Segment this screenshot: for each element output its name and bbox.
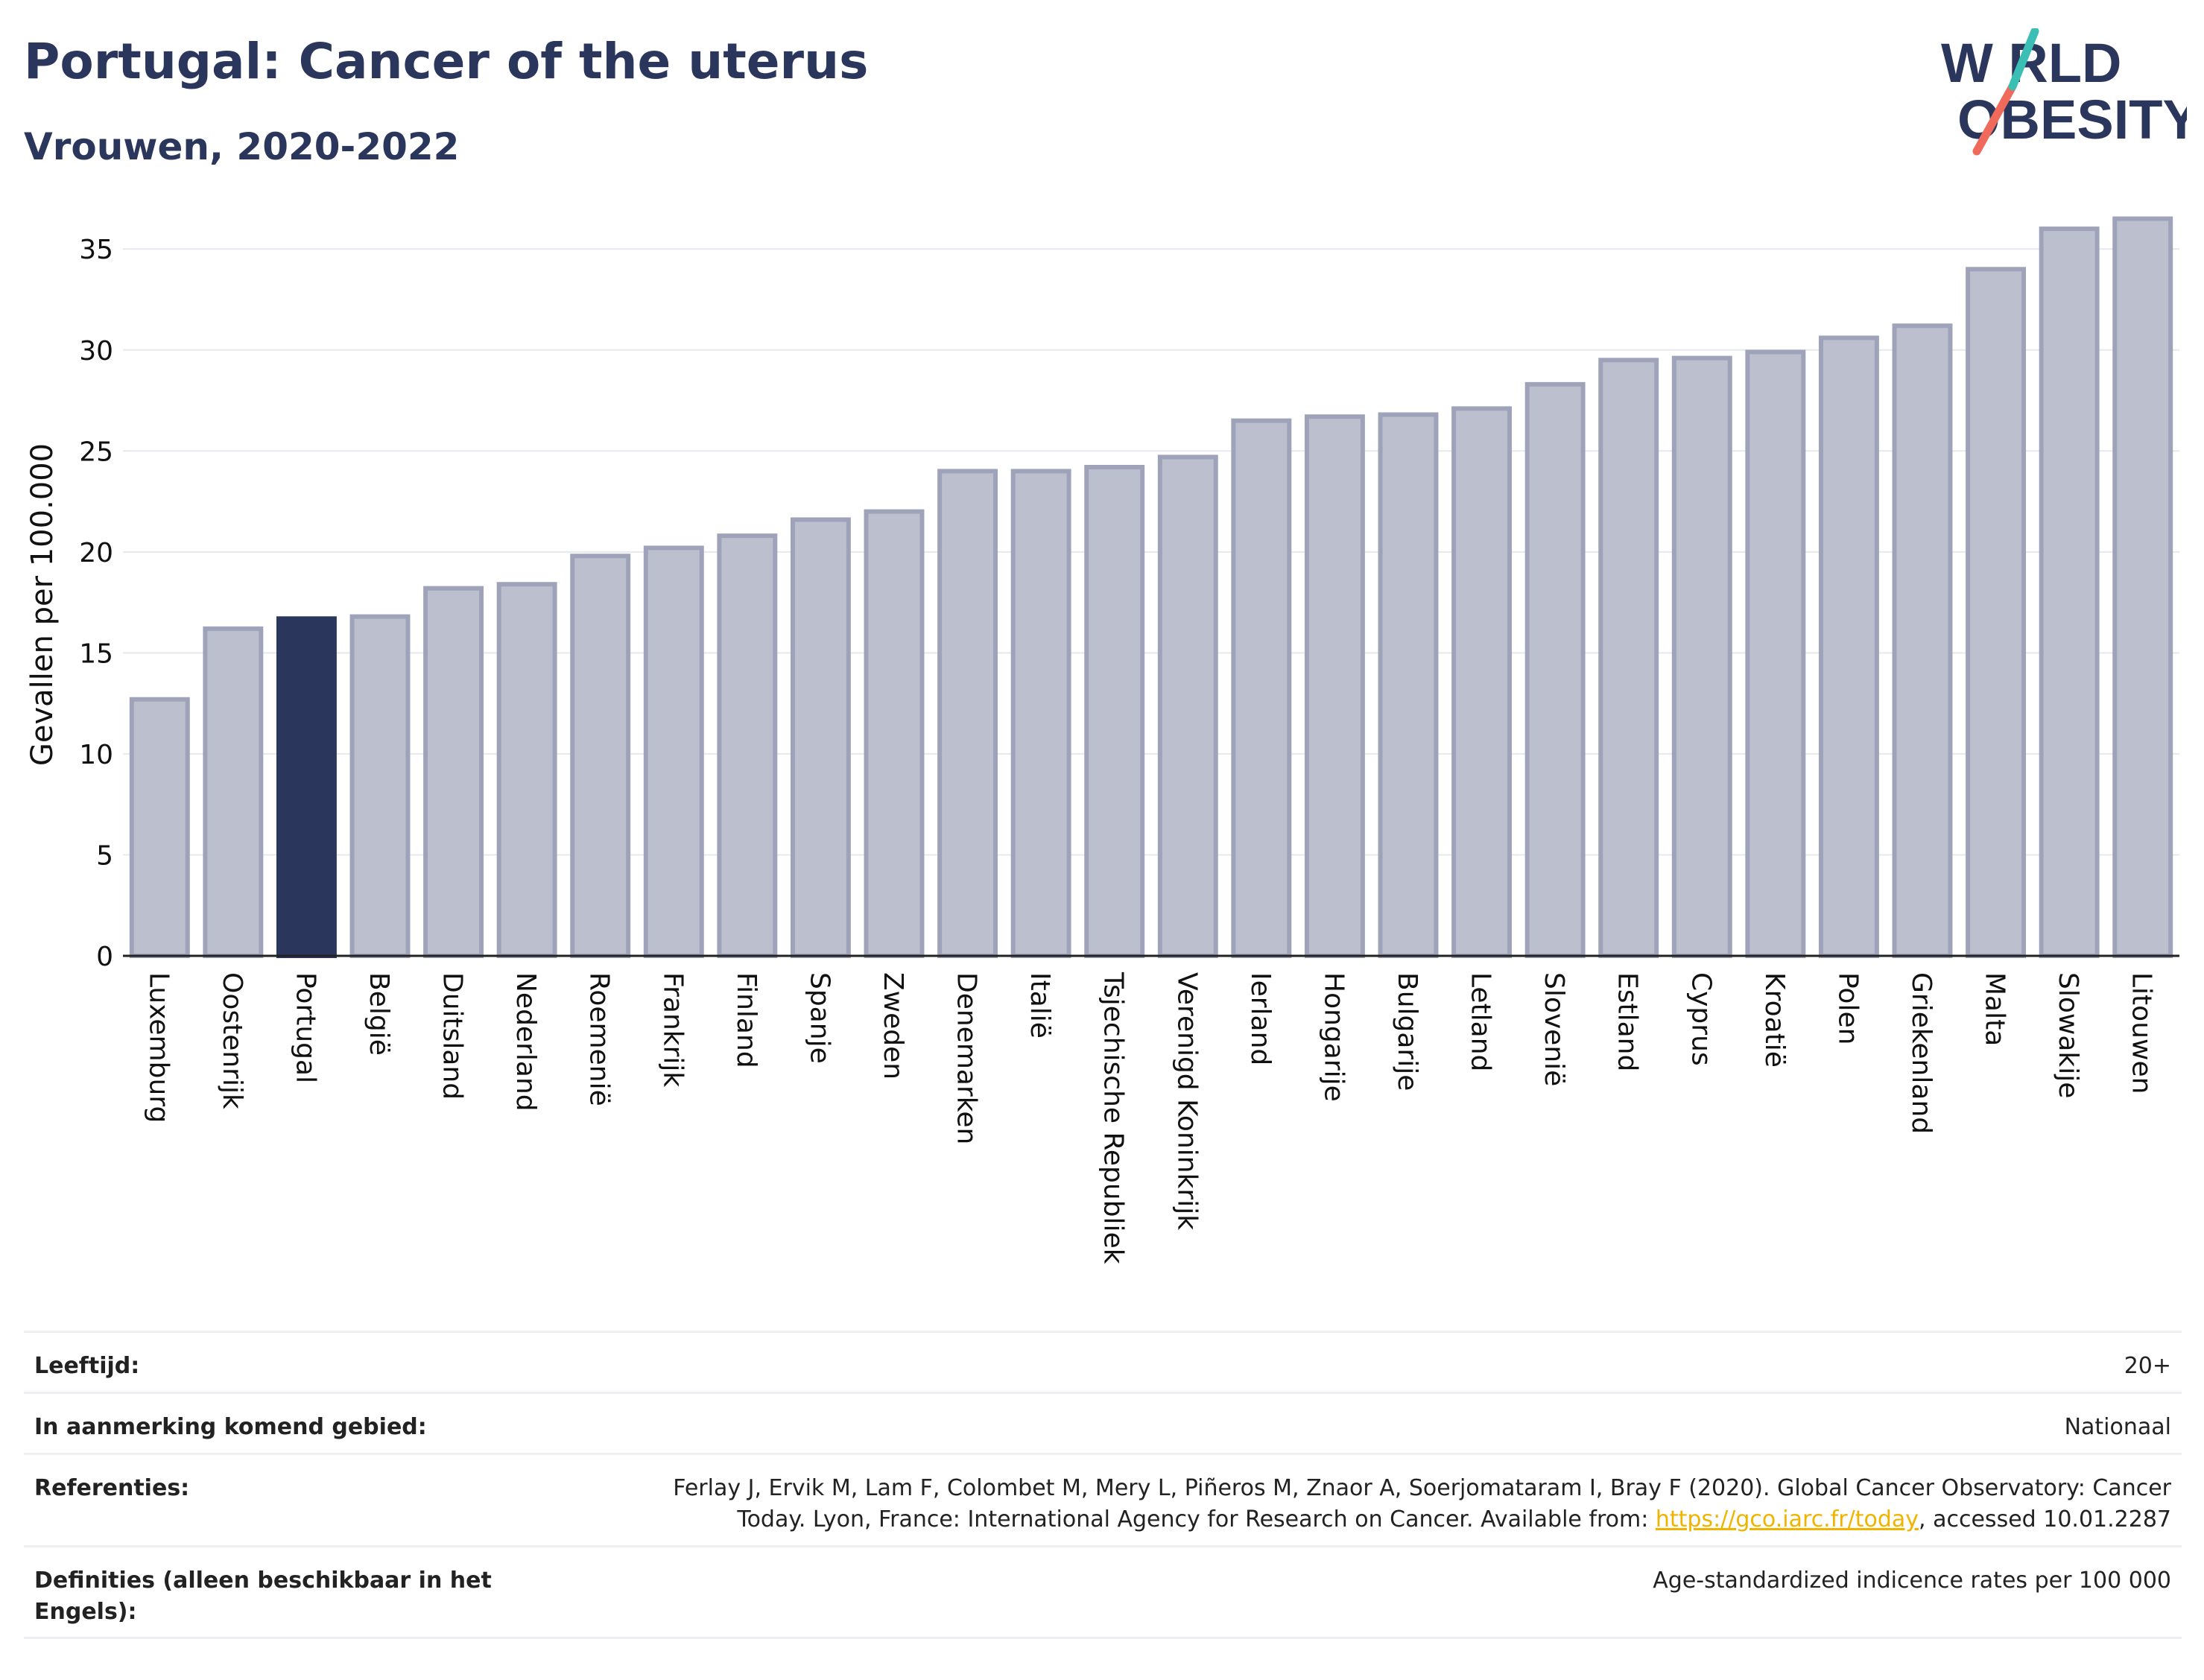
x-tick-label: Spanje	[804, 972, 835, 1064]
x-tick-label: Oostenrijk	[217, 972, 247, 1109]
bar-italië	[1010, 469, 1071, 958]
x-tick-label: Frankrijk	[657, 972, 688, 1087]
references-line2-end: , accessed 10.01.2287	[1919, 1506, 2171, 1532]
bar-chart: 0 5 10 15 20 25 30 35 Luxemburg Oostenrijk Portug…	[25, 216, 2179, 1264]
x-axis-labels: Luxemburg Oostenrijk Portugal België Duitsla…	[143, 971, 2156, 1264]
bar-polen	[1818, 335, 1879, 958]
bar-slovenië	[1524, 381, 1586, 958]
x-tick-label: Polen	[1832, 972, 1863, 1045]
chart-subtitle: Vrouwen, 2020-2022	[24, 125, 460, 168]
world-obesity-logo: W RLD OBESITY	[1941, 28, 2187, 156]
x-tick-label: Tsjechische Republiek	[1098, 971, 1129, 1264]
metadata-table: Leeftijd: 20+ In aanmerking komend gebie…	[24, 1331, 2182, 1639]
x-tick-label: Slowakije	[2053, 972, 2083, 1098]
x-tick-label: Litouwen	[2127, 972, 2157, 1094]
bar-tsjechische-republiek	[1084, 464, 1145, 958]
area-value: Nationaal	[2064, 1414, 2171, 1440]
x-tick-label: Slovenië	[1539, 972, 1569, 1086]
definitions-value: Age-standardized indicence rates per 100…	[1653, 1568, 2171, 1594]
x-tick-label: Griekenland	[1906, 972, 1937, 1134]
x-tick-label: Hongarije	[1318, 972, 1349, 1102]
logo-slash-teal	[2008, 28, 2039, 91]
y-tick-label: 25	[79, 437, 113, 467]
definitions-label: Definities (alleen beschikbaar in het En…	[34, 1568, 492, 1625]
bar-roemenië	[570, 554, 631, 958]
age-label: Leeftijd:	[34, 1353, 140, 1379]
references-value: Ferlay J, Ervik M, Lam F, Colombet M, Me…	[507, 1455, 2182, 1545]
x-tick-label: Italië	[1025, 972, 1055, 1039]
bar-kroatië	[1745, 349, 1806, 958]
bar-finland	[717, 533, 778, 958]
bar-letland	[1451, 406, 1513, 958]
x-tick-label: Kroatië	[1759, 972, 1790, 1068]
y-axis-label: Gevallen per 100.000	[25, 443, 60, 766]
bar-bulgarije	[1378, 412, 1439, 958]
x-tick-label: Nederland	[510, 972, 541, 1112]
bar-litouwen	[2112, 216, 2173, 958]
bar-luxemburg	[129, 697, 190, 959]
bar-verenigd-koninkrijk	[1157, 454, 1218, 958]
x-tick-label: Denemarken	[951, 972, 982, 1144]
bar-estland	[1598, 358, 1659, 959]
x-tick-label: Luxemburg	[143, 972, 174, 1123]
bar-duitsland	[423, 586, 484, 958]
y-tick-label: 0	[96, 942, 113, 972]
area-label: In aanmerking komend gebied:	[34, 1414, 427, 1440]
x-tick-label: Ierland	[1245, 972, 1276, 1065]
logo-slash-coral	[1972, 82, 2017, 156]
x-tick-label: Portugal	[290, 972, 320, 1083]
bar-cyprus	[1671, 355, 1732, 959]
x-tick-label: Letland	[1466, 972, 1496, 1071]
bar-portugal	[276, 616, 337, 959]
meta-row-area: In aanmerking komend gebied: Nationaal	[24, 1392, 2182, 1453]
references-line2: Today. Lyon, France: International Agenc…	[737, 1506, 1656, 1532]
y-tick-label: 5	[96, 840, 113, 871]
x-tick-label: Zweden	[878, 972, 908, 1080]
bar-griekenland	[1892, 323, 1953, 958]
bars	[129, 216, 2173, 959]
x-tick-label: Estland	[1612, 972, 1643, 1071]
bar-belgië	[349, 614, 411, 959]
y-tick-label: 10	[79, 740, 113, 770]
x-tick-label: Duitsland	[437, 972, 468, 1100]
references-label: Referenties:	[34, 1475, 190, 1501]
y-tick-label: 15	[79, 638, 113, 669]
meta-row-references: Referenties: Ferlay J, Ervik M, Lam F, C…	[24, 1453, 2182, 1545]
bar-denemarken	[937, 469, 998, 958]
x-tick-label: Bulgarije	[1392, 972, 1422, 1091]
x-tick-label: Verenigd Koninkrijk	[1171, 972, 1202, 1230]
bar-hongarije	[1304, 414, 1365, 958]
x-tick-label: Finland	[731, 972, 761, 1068]
age-value: 20+	[2124, 1353, 2171, 1379]
bar-malta	[1966, 267, 2027, 958]
meta-row-definitions: Definities (alleen beschikbaar in het En…	[24, 1545, 2182, 1639]
y-tick-label: 30	[79, 336, 113, 367]
chart-title: Portugal: Cancer of the uterus	[24, 33, 869, 90]
references-link[interactable]: https://gco.iarc.fr/today	[1655, 1506, 1919, 1532]
y-tick-label: 35	[79, 235, 113, 265]
meta-row-age: Leeftijd: 20+	[24, 1331, 2182, 1392]
y-tick-label: 20	[79, 538, 113, 568]
bar-spanje	[790, 517, 851, 958]
bar-frankrijk	[643, 545, 704, 958]
bar-slowakije	[2039, 226, 2100, 958]
bar-zweden	[864, 509, 925, 958]
y-axis-ticks: 0 5 10 15 20 25 30 35	[79, 235, 113, 972]
x-tick-label: België	[364, 972, 394, 1056]
x-tick-label: Cyprus	[1685, 972, 1716, 1066]
references-line1: Ferlay J, Ervik M, Lam F, Colombet M, Me…	[673, 1475, 2171, 1501]
x-tick-label: Malta	[1980, 972, 2010, 1046]
x-tick-label: Roemenië	[584, 972, 615, 1106]
bar-ierland	[1231, 418, 1292, 958]
bar-oostenrijk	[203, 626, 264, 958]
bar-nederland	[496, 582, 557, 958]
